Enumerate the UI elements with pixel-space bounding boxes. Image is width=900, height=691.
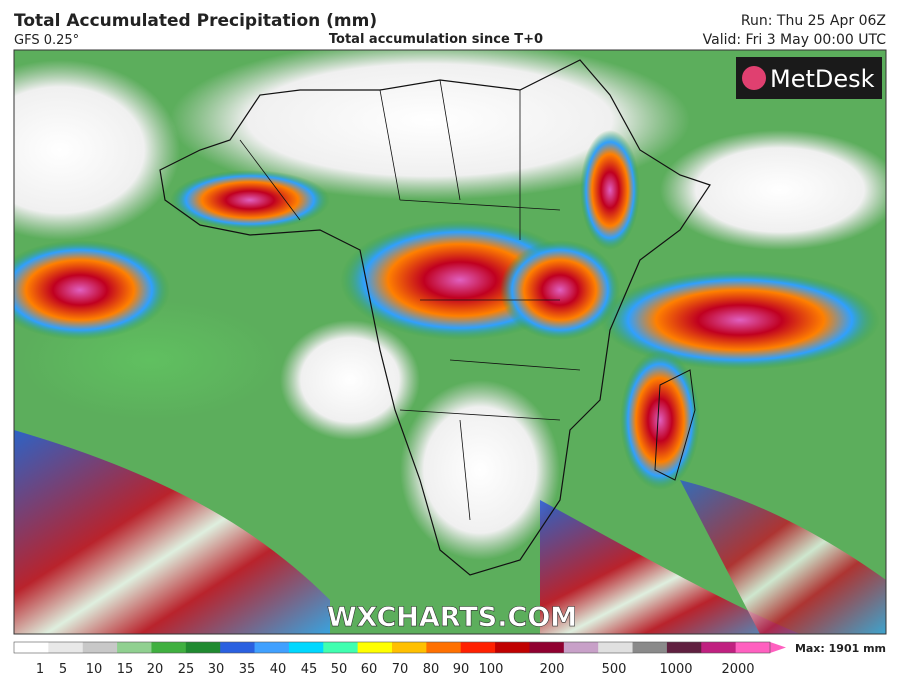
colorbar-label: 15 <box>117 662 134 677</box>
title: Total Accumulated Precipitation (mm) <box>14 11 377 31</box>
colorbar-label: 20 <box>147 662 164 677</box>
colorbar-label: 50 <box>331 662 348 677</box>
colorbar-label: 100 <box>479 662 504 677</box>
colorbar-cell <box>117 642 152 653</box>
colorbar-label: 80 <box>423 662 440 677</box>
colorbar-label: 10 <box>86 662 103 677</box>
colorbar-cell <box>563 642 599 653</box>
colorbar-label: 35 <box>239 662 256 677</box>
colorbar: 1 5 10 15 20 25 30 35 40 45 50 60 70 80 90 100 200 500 100… <box>13 641 786 677</box>
colorbar-label: 200 <box>540 662 565 677</box>
watermark: WXCHARTS.COM <box>327 602 577 633</box>
colorbar-cell <box>632 642 668 653</box>
logo: MetDesk <box>770 65 875 93</box>
colorbar-label: 1000 <box>659 662 692 677</box>
colorbar-cell <box>666 642 702 653</box>
colorbar-arrow <box>770 642 786 653</box>
colorbar-label: 90 <box>453 662 470 677</box>
colorbar-cell <box>529 642 565 653</box>
colorbar-cell <box>323 642 359 653</box>
colorbar-label: 500 <box>602 662 627 677</box>
colorbar-cell <box>220 642 256 653</box>
valid: Valid: Fri 3 May 00:00 UTC <box>703 32 887 48</box>
colorbar-label: 5 <box>59 662 67 677</box>
colorbar-label: 30 <box>208 662 225 677</box>
colorbar-frame <box>13 641 771 654</box>
colorbar-label: 70 <box>392 662 409 677</box>
map <box>14 50 886 634</box>
colorbar-cell <box>254 642 290 653</box>
colorbar-label: 40 <box>270 662 287 677</box>
map-frame <box>13 49 887 635</box>
model: GFS 0.25° <box>14 33 79 48</box>
colorbar-cell <box>357 642 393 653</box>
colorbar-cell <box>701 642 737 653</box>
colorbar-cell <box>735 642 771 653</box>
colorbar-cell <box>495 642 530 653</box>
run: Run: Thu 25 Apr 06Z <box>741 13 886 29</box>
colorbar-cell <box>48 642 84 653</box>
subtitle: Total accumulation since T+0 <box>329 32 543 47</box>
colorbar-label: 25 <box>178 662 195 677</box>
colorbar-cell <box>426 642 462 653</box>
colorbar-cell <box>151 642 187 653</box>
colorbar-cell <box>288 642 324 653</box>
colorbar-cell <box>14 642 49 653</box>
colorbar-cell <box>460 642 496 653</box>
colorbar-label: 2000 <box>721 662 754 677</box>
max-label: Max: 1901 mm <box>795 642 886 655</box>
colorbar-cell <box>392 642 427 653</box>
colorbar-cell <box>185 642 221 653</box>
colorbar-label: 45 <box>301 662 318 677</box>
logo-icon <box>742 66 766 90</box>
colorbar-cell <box>598 642 634 653</box>
colorbar-label: 60 <box>361 662 378 677</box>
colorbar-label: 1 <box>36 662 44 677</box>
colorbar-cell <box>82 642 118 653</box>
